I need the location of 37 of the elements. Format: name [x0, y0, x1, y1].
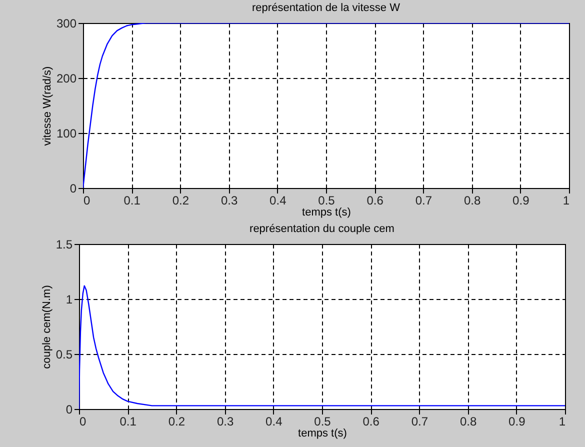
y-tick-label: 0 [66, 402, 73, 416]
line-series [79, 285, 565, 409]
y-tick-label: 1 [66, 292, 73, 306]
x-tick-label: 0.9 [508, 414, 526, 428]
x-tick-label: 0.2 [172, 194, 190, 208]
x-tick-label: 0.1 [120, 414, 137, 428]
chart-title: représentation du couple cem [250, 223, 394, 235]
x-axis-title: temps t(s) [298, 428, 347, 440]
y-tick-label: 0.5 [56, 348, 73, 362]
y-tick-label: 200 [56, 72, 77, 86]
x-tick-label: 0.5 [314, 414, 332, 428]
x-tick-label: 0.7 [415, 194, 432, 208]
x-tick-label: 0.1 [124, 194, 141, 208]
x-tick-label: 0.2 [168, 414, 186, 428]
x-tick-label: 0.6 [366, 194, 384, 208]
x-tick-label: 0 [84, 194, 90, 208]
x-tick-label: 0.6 [362, 414, 380, 428]
y-axis-title: couple cem(N.m) [40, 285, 53, 369]
x-tick-label: 0.9 [512, 194, 530, 208]
y-tick-label: 1.5 [56, 238, 73, 252]
x-tick-label: 0.5 [318, 194, 336, 208]
y-tick-label: 0 [70, 182, 77, 196]
x-tick-label: 0.3 [220, 194, 238, 208]
x-tick-label: 0.4 [266, 414, 283, 428]
x-tick-label: 0.8 [460, 414, 477, 428]
x-tick-label: 0.4 [270, 194, 287, 208]
chart-title: représentation de la vitesse W [252, 2, 401, 14]
x-tick-label: 1 [562, 194, 570, 208]
x-tick-label: 0.7 [411, 414, 428, 428]
x-axis-title: temps t(s) [302, 206, 351, 218]
x-tick-label: 0 [80, 414, 86, 428]
y-tick-label: 300 [56, 16, 77, 30]
y-axis-title: vitesse W(rad/s) [41, 66, 54, 146]
x-tick-label: 0.3 [216, 414, 234, 428]
x-tick-label: 1 [558, 414, 566, 428]
x-tick-label: 0.8 [464, 194, 481, 208]
y-tick-label: 100 [56, 126, 77, 140]
